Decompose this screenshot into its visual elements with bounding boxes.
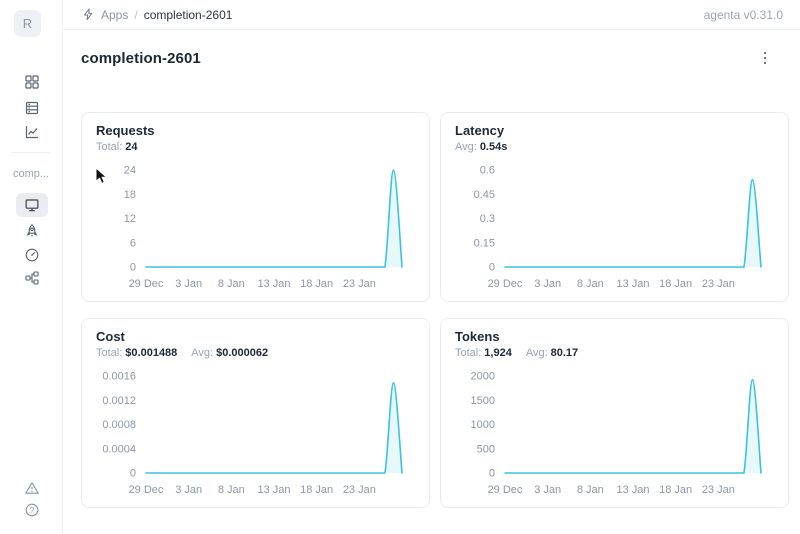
breadcrumb-current-app: completion-2601 [143, 7, 233, 22]
traces-tree-icon[interactable] [16, 266, 48, 290]
stat: Total: 24 [96, 141, 138, 153]
card-stats: Avg: 0.54s [455, 141, 774, 154]
evaluations-gauge-icon[interactable] [16, 243, 48, 267]
alert-triangle-icon[interactable] [16, 476, 48, 500]
svg-text:23 Jan: 23 Jan [702, 278, 735, 290]
workspace-avatar[interactable]: R [14, 10, 41, 37]
sidebar-divider [11, 152, 51, 153]
stat: Avg: 80.17 [525, 347, 579, 359]
svg-text:0: 0 [130, 262, 136, 274]
svg-text:29 Dec: 29 Dec [129, 278, 164, 290]
requests-chart[interactable]: 0 6 12 18 24 29 Dec 3 Jan 8 Jan 13 Jan 18 Jan 23 J… [96, 158, 415, 292]
svg-text:0.0016: 0.0016 [102, 371, 136, 383]
svg-text:0.0008: 0.0008 [102, 419, 136, 431]
svg-text:0: 0 [489, 262, 495, 274]
svg-text:8 Jan: 8 Jan [577, 278, 604, 290]
svg-text:8 Jan: 8 Jan [218, 278, 245, 290]
card-title: Requests [96, 123, 155, 138]
svg-text:500: 500 [477, 443, 495, 455]
version-label: agenta v0.31.0 [703, 7, 783, 22]
page-title: completion-2601 [81, 49, 201, 67]
breadcrumb-separator: / [134, 7, 138, 22]
help-question-icon[interactable]: ? [16, 498, 48, 522]
cost-chart[interactable]: 0 0.0004 0.0008 0.0012 0.0016 29 Dec 3 Jan 8 Ja… [96, 364, 415, 498]
sidebar: R comp... [0, 0, 63, 534]
stat: Avg: 0.54s [455, 141, 508, 153]
svg-text:0.15: 0.15 [474, 237, 495, 249]
svg-text:18: 18 [124, 189, 136, 201]
stat: Total: 1,924 [455, 347, 512, 359]
svg-text:18 Jan: 18 Jan [659, 484, 692, 496]
top-header: Apps / completion-2601 agenta v0.31.0 [62, 0, 800, 30]
card-stats: Total: $0.001488 Avg: $0.000062 [96, 347, 415, 360]
test-sets-icon[interactable] [16, 96, 48, 120]
svg-text:0.0012: 0.0012 [102, 395, 136, 407]
svg-text:29 Dec: 29 Dec [129, 484, 164, 496]
svg-text:29 Dec: 29 Dec [488, 484, 523, 496]
breadcrumb: Apps / completion-2601 [82, 8, 232, 22]
svg-text:13 Jan: 13 Jan [616, 278, 649, 290]
latency-card: Latency Avg: 0.54s 0 0.15 0.3 0.45 0.6 29 Dec 3… [440, 112, 789, 302]
svg-text:2000: 2000 [471, 371, 495, 383]
svg-text:3 Jan: 3 Jan [175, 278, 202, 290]
stat: Total: $0.001488 [96, 347, 178, 359]
svg-text:1000: 1000 [471, 419, 495, 431]
svg-text:8 Jan: 8 Jan [577, 484, 604, 496]
observability-icon[interactable] [16, 120, 48, 144]
apps-grid-icon[interactable] [16, 70, 48, 94]
svg-text:23 Jan: 23 Jan [702, 484, 735, 496]
playground-rocket-icon[interactable] [16, 219, 48, 243]
card-stats: Total: 1,924 Avg: 80.17 [455, 347, 774, 360]
svg-text:0.45: 0.45 [474, 189, 495, 201]
page-kebab-menu-icon[interactable] [756, 48, 774, 68]
svg-text:18 Jan: 18 Jan [300, 484, 333, 496]
svg-text:0.3: 0.3 [480, 213, 495, 225]
svg-text:13 Jan: 13 Jan [257, 278, 290, 290]
overview-monitor-icon[interactable] [16, 193, 48, 217]
main-content: completion-2601 Requests Total: 24 0 6 12 18… [62, 30, 800, 534]
svg-text:8 Jan: 8 Jan [218, 484, 245, 496]
workspace-avatar-letter: R [22, 16, 33, 31]
svg-text:0.0004: 0.0004 [102, 443, 136, 455]
svg-text:18 Jan: 18 Jan [300, 278, 333, 290]
svg-text:23 Jan: 23 Jan [343, 278, 376, 290]
card-title: Latency [455, 123, 505, 138]
svg-text:1500: 1500 [471, 395, 495, 407]
svg-text:24: 24 [124, 165, 136, 177]
svg-text:0: 0 [489, 468, 495, 480]
svg-text:13 Jan: 13 Jan [257, 484, 290, 496]
svg-text:3 Jan: 3 Jan [534, 484, 561, 496]
latency-chart[interactable]: 0 0.15 0.3 0.45 0.6 29 Dec 3 Jan 8 Jan 13 Jan 18 … [455, 158, 774, 292]
svg-text:18 Jan: 18 Jan [659, 278, 692, 290]
card-stats: Total: 24 [96, 141, 415, 154]
svg-text:12: 12 [124, 213, 136, 225]
card-title: Cost [96, 329, 125, 344]
card-title: Tokens [455, 329, 500, 344]
tokens-card: Tokens Total: 1,924 Avg: 80.17 0 500 1000 1500… [440, 318, 789, 508]
svg-text:0.6: 0.6 [480, 165, 495, 177]
svg-text:3 Jan: 3 Jan [534, 278, 561, 290]
tokens-chart[interactable]: 0 500 1000 1500 2000 29 Dec 3 Jan 8 Jan 13 Jan 18… [455, 364, 774, 498]
app-section-label: comp... [13, 168, 50, 180]
svg-text:0: 0 [130, 468, 136, 480]
agenta-bolt-icon [82, 8, 95, 21]
requests-card: Requests Total: 24 0 6 12 18 24 29 Dec 3 Jan 8 J… [81, 112, 430, 302]
svg-text:6: 6 [130, 237, 136, 249]
svg-text:3 Jan: 3 Jan [175, 484, 202, 496]
cost-card: Cost Total: $0.001488 Avg: $0.000062 0 0.000… [81, 318, 430, 508]
svg-text:?: ? [30, 505, 35, 515]
metric-cards-grid: Requests Total: 24 0 6 12 18 24 29 Dec 3 Jan 8 J… [81, 112, 789, 508]
breadcrumb-apps-link[interactable]: Apps [101, 7, 129, 22]
svg-text:13 Jan: 13 Jan [616, 484, 649, 496]
svg-text:23 Jan: 23 Jan [343, 484, 376, 496]
stat: Avg: $0.000062 [191, 347, 269, 359]
svg-text:29 Dec: 29 Dec [488, 278, 523, 290]
